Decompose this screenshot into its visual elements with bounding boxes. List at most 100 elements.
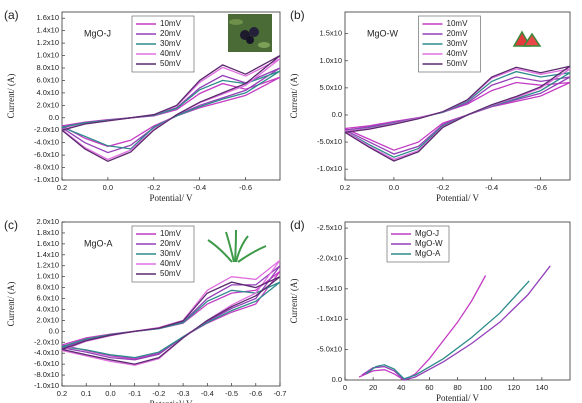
legend-label: 20mV bbox=[160, 239, 182, 248]
x-tick-label: -0.4 bbox=[193, 183, 206, 192]
y-tick-label: 0.0 bbox=[332, 375, 342, 384]
x-tick-label: 20 bbox=[369, 383, 377, 392]
legend-label: 10mV bbox=[160, 19, 182, 28]
y-tick-label: 1.4x10 bbox=[36, 26, 59, 35]
figure: 1.6x101.4x101.2x101.0x108.0x106.0x104.0x… bbox=[0, 0, 582, 403]
legend-label: 10mV bbox=[160, 229, 182, 238]
x-tick-label: -0.4 bbox=[485, 183, 498, 192]
y-tick-label: -8.0x10 bbox=[34, 370, 59, 379]
y-tick-label: -2.0x10 bbox=[34, 125, 59, 134]
series-line bbox=[362, 266, 550, 380]
y-tick-label: -2.5x10 bbox=[317, 223, 342, 232]
y-tick-label: -1.0x10 bbox=[317, 164, 342, 173]
x-tick-label: -0.7 bbox=[274, 389, 287, 398]
y-tick-label: 1.6x10 bbox=[36, 13, 59, 22]
x-tick-label: -0.5 bbox=[225, 389, 238, 398]
x-tick-label: 0.0 bbox=[389, 183, 399, 192]
watermelon-icon bbox=[514, 32, 540, 46]
y-tick-label: 2.0x10 bbox=[36, 217, 59, 226]
y-axis-label: Current/ (A) bbox=[6, 74, 16, 119]
y-tick-label: -2.0x10 bbox=[34, 337, 59, 346]
y-axis-label: Current/ (A) bbox=[289, 279, 299, 324]
x-tick-label: 0.2 bbox=[57, 183, 67, 192]
legend-label: 40mV bbox=[447, 49, 469, 58]
x-tick-label: -0.6 bbox=[249, 389, 262, 398]
y-tick-label: -2.0x10 bbox=[317, 253, 342, 262]
legend-label: 50mV bbox=[447, 59, 469, 68]
y-tick-label: 0.0 bbox=[49, 326, 59, 335]
y-axis-label: Current/ (A) bbox=[6, 282, 16, 327]
panel-label: (c) bbox=[4, 218, 18, 232]
y-tick-label: 8.0x10 bbox=[36, 283, 59, 292]
x-tick-label: 60 bbox=[425, 383, 433, 392]
x-tick-label: 0.0 bbox=[103, 183, 113, 192]
annotation: MgO-A bbox=[84, 238, 113, 248]
legend-label: 30mV bbox=[160, 39, 182, 48]
legend-label: MgO-J bbox=[415, 229, 439, 238]
y-tick-label: -5.0x10 bbox=[317, 345, 342, 354]
plot-frame bbox=[345, 222, 570, 380]
series-line bbox=[359, 276, 486, 381]
x-tick-label: -0.4 bbox=[201, 389, 214, 398]
legend-label: MgO-W bbox=[415, 239, 443, 248]
y-tick-label: 1.5x10 bbox=[319, 29, 342, 38]
legend-label: 30mV bbox=[160, 249, 182, 258]
y-tick-label: 2.0x10 bbox=[36, 315, 59, 324]
x-tick-label: -0.2 bbox=[436, 183, 449, 192]
x-axis-label: Potential/ V bbox=[436, 393, 480, 403]
y-tick-label: -1.0x10 bbox=[34, 175, 59, 184]
legend-label: 30mV bbox=[447, 39, 469, 48]
y-tick-label: -8.0x10 bbox=[34, 163, 59, 172]
berry-icon bbox=[228, 14, 272, 52]
aloe-icon bbox=[208, 230, 266, 262]
legend-label: 40mV bbox=[160, 259, 182, 268]
y-tick-label: 0.0 bbox=[332, 110, 342, 119]
x-tick-label: 100 bbox=[479, 383, 492, 392]
y-tick-label: 4.0x10 bbox=[36, 304, 59, 313]
y-tick-label: -1.5x10 bbox=[317, 284, 342, 293]
x-tick-label: 0.1 bbox=[81, 389, 91, 398]
annotation: MgO-J bbox=[84, 28, 111, 38]
y-tick-label: -4.0x10 bbox=[34, 138, 59, 147]
y-tick-label: 1.0x10 bbox=[36, 272, 59, 281]
y-tick-label: 1.6x10 bbox=[36, 239, 59, 248]
y-tick-label: 6.0x10 bbox=[36, 294, 59, 303]
y-tick-label: -6.0x10 bbox=[34, 359, 59, 368]
y-tick-label: 4.0x10 bbox=[36, 88, 59, 97]
annotation: MgO-W bbox=[367, 28, 399, 38]
x-tick-label: 140 bbox=[536, 383, 549, 392]
y-tick-label: -1.0x10 bbox=[317, 314, 342, 323]
x-tick-label: -0.6 bbox=[239, 183, 252, 192]
y-tick-label: 6.0x10 bbox=[36, 75, 59, 84]
legend-label: 20mV bbox=[447, 29, 469, 38]
legend-label: 40mV bbox=[160, 49, 182, 58]
y-tick-label: 2.0x10 bbox=[36, 100, 59, 109]
x-tick-label: -0.2 bbox=[147, 183, 160, 192]
y-tick-label: 1.2x10 bbox=[36, 261, 59, 270]
panel-label: (a) bbox=[4, 8, 19, 22]
y-tick-label: -5.0x10 bbox=[317, 137, 342, 146]
series-line bbox=[366, 281, 529, 379]
x-tick-label: 0.2 bbox=[57, 389, 67, 398]
panel-label: (b) bbox=[290, 8, 305, 22]
x-tick-label: 120 bbox=[507, 383, 520, 392]
x-tick-label: -0.3 bbox=[177, 389, 190, 398]
y-tick-label: 1.0x10 bbox=[36, 51, 59, 60]
x-tick-label: 80 bbox=[453, 383, 461, 392]
x-tick-label: 40 bbox=[397, 383, 405, 392]
x-tick-label: 0.2 bbox=[340, 183, 350, 192]
y-tick-label: -1.0x10 bbox=[34, 381, 59, 390]
legend-label: 20mV bbox=[160, 29, 182, 38]
x-tick-label: 0 bbox=[343, 383, 347, 392]
x-axis-label: Potential/ V bbox=[436, 193, 480, 203]
x-tick-label: -0.1 bbox=[128, 389, 141, 398]
y-tick-label: 0.0 bbox=[49, 113, 59, 122]
legend-label: 10mV bbox=[447, 19, 469, 28]
y-tick-label: 1.8x10 bbox=[36, 228, 59, 237]
x-axis-label: Potential/ V bbox=[149, 193, 193, 203]
legend-label: 50mV bbox=[160, 269, 182, 278]
legend-label: MgO-A bbox=[415, 249, 441, 258]
x-tick-label: 0.0 bbox=[105, 389, 115, 398]
panel-label: (d) bbox=[290, 218, 305, 232]
series-line bbox=[345, 69, 570, 159]
